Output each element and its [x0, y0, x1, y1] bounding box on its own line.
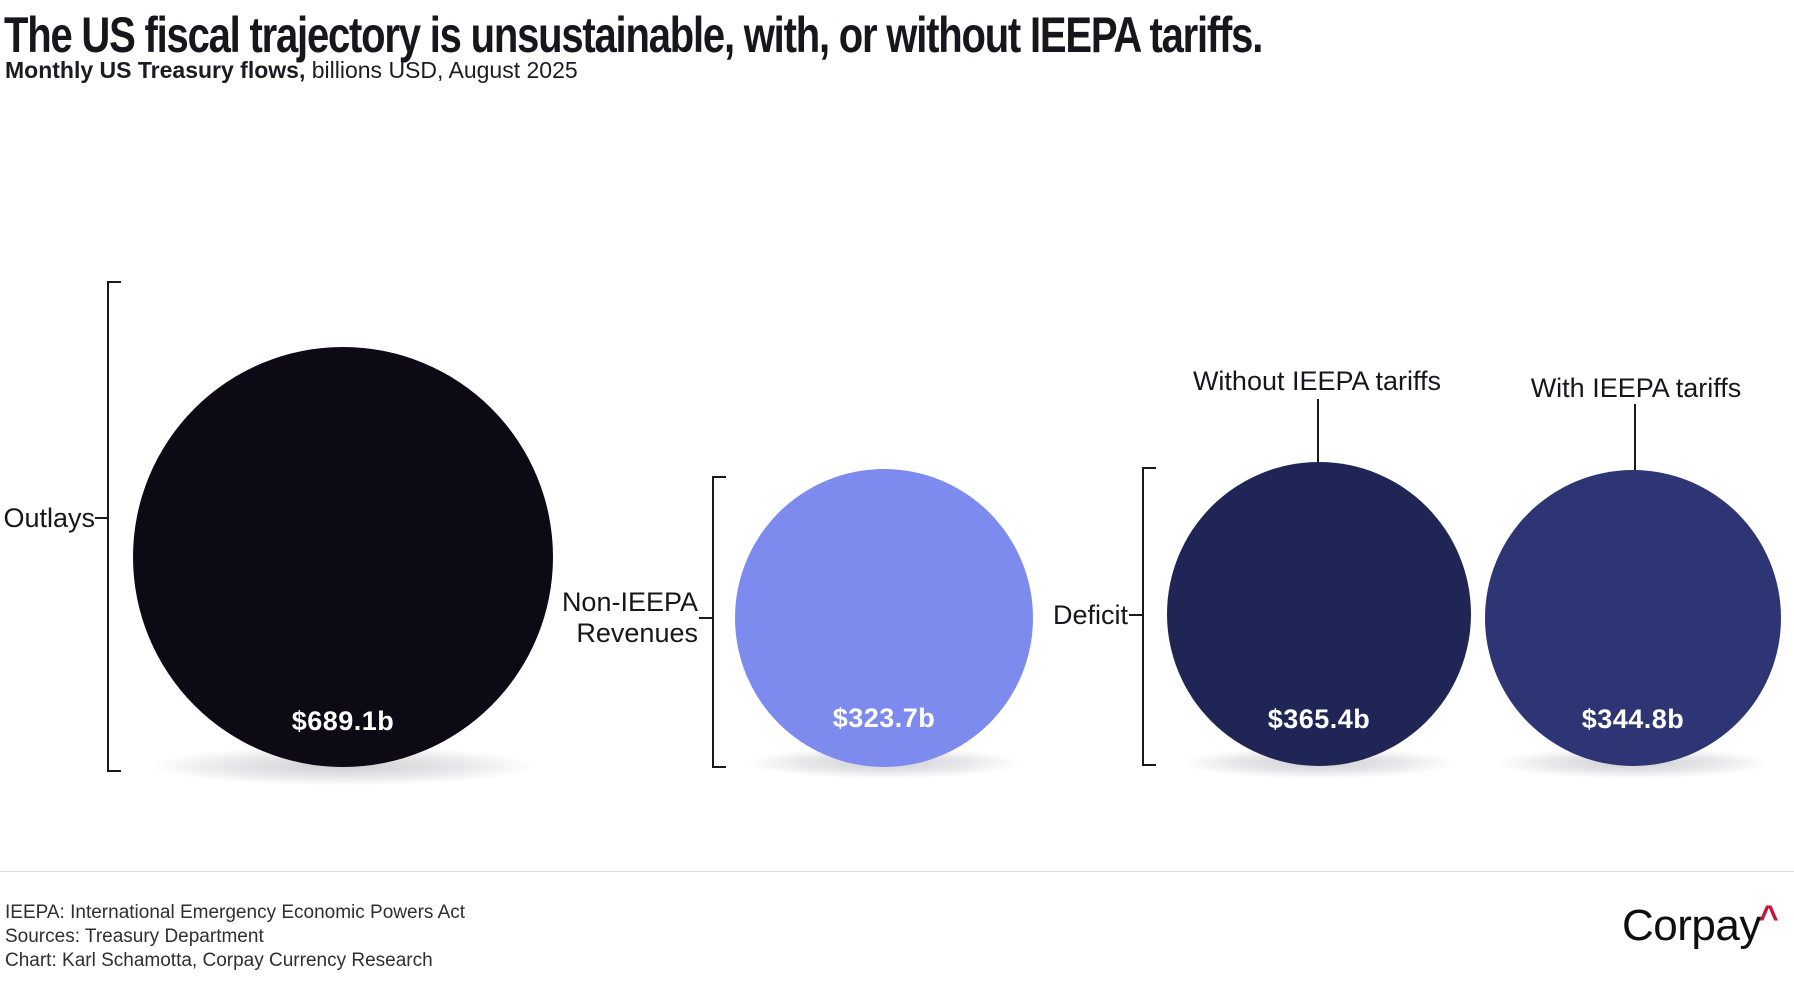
revenues-label: Non-IEEPA Revenues: [440, 587, 698, 649]
revenues-label-line2: Revenues: [576, 618, 698, 648]
deficit-with-circle: [1485, 470, 1781, 766]
deficit-with-value: $344.8b: [1581, 704, 1685, 734]
chart-title: The US fiscal trajectory is unsustainabl…: [4, 7, 1263, 63]
without-tariffs-label: Without IEEPA tariffs: [1192, 366, 1442, 396]
outlays-value: $689.1b: [291, 706, 395, 736]
revenues-label-connector: [699, 617, 713, 619]
footer-divider: [0, 871, 1794, 872]
deficit-label-connector: [1129, 614, 1143, 616]
outlays-label-connector: [95, 517, 108, 519]
with-tariffs-label: With IEEPA tariffs: [1530, 373, 1742, 403]
chart-subtitle-rest: billions USD, August 2025: [305, 57, 578, 83]
chart-subtitle: Monthly US Treasury flows, billions USD,…: [5, 57, 578, 84]
outlays-bracket: [107, 281, 121, 772]
revenues-label-line1: Non-IEEPA: [561, 587, 698, 617]
revenues-value: $323.7b: [832, 703, 936, 733]
chart-subtitle-bold: Monthly US Treasury flows,: [5, 57, 306, 83]
deficit-bracket: [1142, 467, 1156, 766]
with-tariffs-leader-line: [1634, 404, 1636, 470]
revenues-bracket: [712, 476, 726, 768]
corpay-logo-text: Corpay: [1622, 901, 1761, 950]
footnote-chart-credit: Chart: Karl Schamotta, Corpay Currency R…: [5, 950, 433, 971]
outlays-circle: [133, 347, 553, 767]
without-tariffs-leader-line: [1317, 399, 1319, 462]
footnote-ieepa: IEEPA: International Emergency Economic …: [5, 902, 466, 923]
outlays-label: Outlays: [3, 503, 95, 533]
corpay-logo-caret-icon: ^: [1758, 899, 1779, 937]
deficit-label: Deficit: [1052, 600, 1128, 630]
deficit-without-value: $365.4b: [1267, 704, 1371, 734]
revenues-circle: [735, 469, 1033, 767]
corpay-logo: Corpay^: [1622, 899, 1781, 951]
footnote-sources: Sources: Treasury Department: [5, 926, 264, 947]
deficit-without-circle: [1167, 462, 1471, 766]
